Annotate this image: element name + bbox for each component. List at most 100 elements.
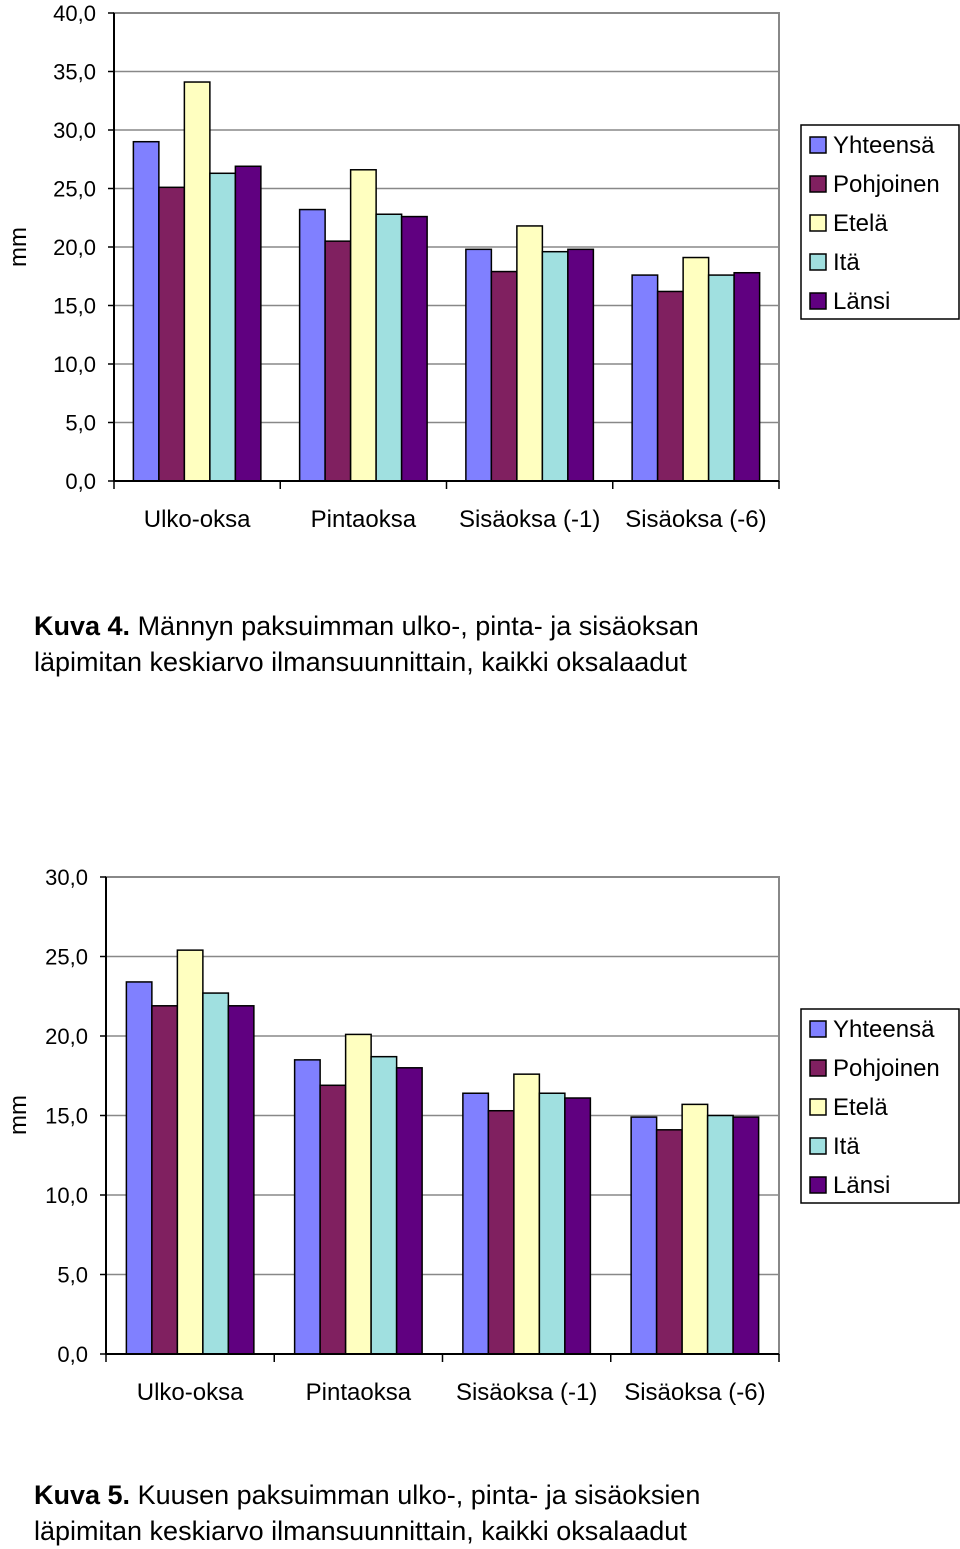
bar-Pohjoinen (490, 270, 518, 482)
bar-Itä (538, 1092, 566, 1355)
x-tick-label: Pintaoksa (306, 1379, 412, 1406)
bar-Pohjoinen (656, 290, 684, 482)
bar-Yhteensä (132, 140, 160, 482)
y-tick-label: 10,0 (53, 352, 96, 377)
bar-Länsi (567, 248, 595, 482)
legend: Yhteensä Pohjoinen Etelä Itä Länsi (800, 1008, 960, 1204)
bar-Etelä (183, 81, 211, 482)
x-tick-label: Sisäoksa (-1) (456, 1379, 597, 1406)
y-tick-label: 35,0 (53, 60, 96, 85)
bar-Itä (202, 992, 230, 1355)
caption-text-line2: läpimitan keskiarvo ilmansuunnittain, ka… (34, 1516, 687, 1546)
legend-label: Pohjoinen (833, 1055, 940, 1082)
y-tick-label: 25,0 (53, 177, 96, 202)
bar-Pohjoinen (655, 1129, 683, 1355)
y-axis-label: mm (5, 1095, 32, 1135)
legend-label: Etelä (833, 1094, 888, 1121)
bar-Länsi (733, 271, 761, 482)
legend-box (800, 1008, 960, 1204)
y-tick-label: 15,0 (53, 294, 96, 319)
x-tick-label: Sisäoksa (-6) (624, 1379, 765, 1406)
x-tick-label: Ulko-oksa (137, 1379, 244, 1406)
caption-label: Kuva 5. (34, 1480, 131, 1510)
bar-Länsi (564, 1097, 592, 1355)
bar-Yhteensä (465, 248, 493, 482)
y-tick-label: 0,0 (65, 469, 96, 494)
bar-Länsi (227, 1005, 255, 1355)
legend-label: Länsi (833, 1172, 890, 1199)
bar-Yhteensä (630, 1116, 658, 1355)
y-tick-label: 30,0 (45, 865, 88, 890)
bar-Etelä (513, 1073, 541, 1355)
bar-Pohjoinen (158, 186, 186, 482)
legend-box (800, 124, 960, 320)
bar-Etelä (681, 1103, 709, 1355)
x-tick-label: Sisäoksa (-6) (625, 506, 766, 533)
bar-Itä (209, 172, 237, 482)
bar-Itä (707, 274, 735, 482)
legend-swatch (809, 1176, 827, 1194)
legend-swatch (809, 1059, 827, 1077)
y-tick-label: 25,0 (45, 945, 88, 970)
legend-swatch (809, 175, 827, 193)
bar-Itä (370, 1055, 398, 1355)
bar-Yhteensä (298, 208, 326, 482)
y-tick-label: 30,0 (53, 118, 96, 143)
y-tick-label: 40,0 (53, 1, 96, 26)
legend-label: Itä (833, 1133, 860, 1160)
bar-Pohjoinen (487, 1109, 515, 1355)
figure-caption-4: Kuva 4. Männyn paksuimman ulko-, pinta- … (34, 608, 699, 680)
figure-caption-5: Kuva 5. Kuusen paksuimman ulko-, pinta- … (34, 1477, 700, 1549)
legend-label: Yhteensä (833, 1016, 935, 1043)
bar-Etelä (682, 256, 710, 482)
bar-Pohjoinen (324, 240, 352, 482)
legend-swatch (809, 253, 827, 271)
bar-Pohjoinen (151, 1005, 179, 1355)
legend-swatch (809, 214, 827, 232)
bar-Itä (375, 213, 403, 482)
legend: Yhteensä Pohjoinen Etelä Itä Länsi (800, 124, 960, 320)
bar-Pohjoinen (319, 1084, 347, 1355)
bar-Länsi (395, 1067, 423, 1355)
chart-pine: 0,0 5,0 10,0 15,0 20,0 25,0 30,0 35,0 40,0 Ulko-o… (5, 1, 960, 533)
bar-Itä (541, 250, 569, 482)
caption-text-line2: läpimitan keskiarvo ilmansuunnittain, ka… (34, 647, 687, 677)
y-tick-label: 20,0 (53, 235, 96, 260)
bar-Länsi (732, 1116, 760, 1355)
legend-swatch (809, 136, 827, 154)
legend-swatch (809, 1098, 827, 1116)
legend-label: Etelä (833, 210, 888, 237)
y-tick-label: 15,0 (45, 1104, 88, 1129)
y-axis-label: mm (5, 227, 32, 267)
legend-label: Pohjoinen (833, 171, 940, 198)
legend-swatch (809, 1137, 827, 1155)
bar-Itä (706, 1114, 734, 1355)
x-tick-label: Sisäoksa (-1) (459, 506, 600, 533)
bar-Länsi (400, 215, 428, 482)
x-tick-label: Pintaoksa (311, 506, 417, 533)
y-tick-label: 5,0 (57, 1263, 88, 1288)
bar-Länsi (234, 165, 262, 482)
chart-spruce: 0,0 5,0 10,0 15,0 20,0 25,0 30,0 Ulko-oksa Pinta… (5, 865, 960, 1406)
caption-label: Kuva 4. (34, 611, 131, 641)
y-tick-label: 0,0 (57, 1342, 88, 1367)
y-tick-label: 20,0 (45, 1024, 88, 1049)
legend-swatch (809, 292, 827, 310)
legend-swatch (809, 1020, 827, 1038)
bar-Yhteensä (293, 1059, 321, 1355)
caption-text-line1: Kuusen paksuimman ulko-, pinta- ja sisäo… (137, 1480, 701, 1510)
bar-Etelä (349, 169, 377, 482)
bar-Etelä (176, 949, 204, 1355)
x-tick-label: Ulko-oksa (144, 506, 251, 533)
y-tick-label: 10,0 (45, 1183, 88, 1208)
bar-Yhteensä (631, 274, 659, 482)
bar-Etelä (344, 1033, 372, 1355)
legend-label: Itä (833, 249, 860, 276)
legend-label: Länsi (833, 288, 890, 315)
legend-label: Yhteensä (833, 132, 935, 159)
bar-Etelä (516, 225, 544, 482)
caption-text-line1: Männyn paksuimman ulko-, pinta- ja sisäo… (137, 611, 699, 641)
bar-Yhteensä (125, 981, 153, 1355)
y-tick-label: 5,0 (65, 411, 96, 436)
bar-Yhteensä (462, 1092, 490, 1355)
